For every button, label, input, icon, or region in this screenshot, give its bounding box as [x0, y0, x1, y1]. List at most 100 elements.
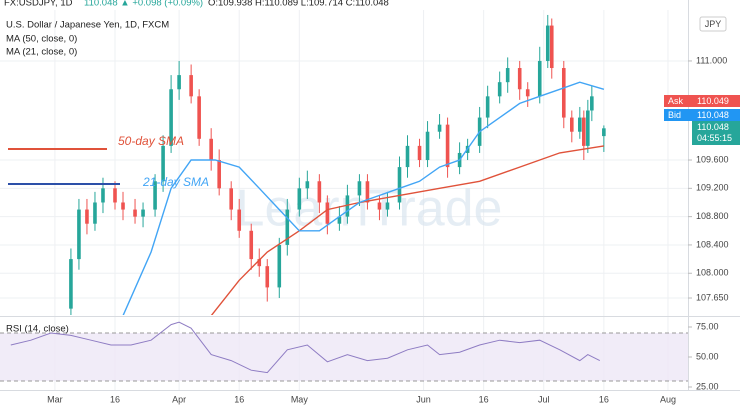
candle-body [237, 209, 242, 231]
candle-body [93, 202, 97, 224]
candle-body [217, 160, 221, 189]
x-tick-label: Aug [660, 394, 676, 404]
candle-body [582, 117, 586, 146]
candle-body [325, 202, 330, 224]
last-box [692, 121, 740, 145]
candle-body [77, 209, 81, 260]
x-tick-label: Mar [47, 394, 63, 404]
candle-body [133, 209, 137, 217]
candle-body [197, 96, 201, 139]
candle-body [345, 195, 350, 217]
y-tick-label: 50.00 [696, 351, 719, 361]
annotation: 21-day SMA [142, 175, 209, 189]
candle-body [337, 216, 342, 224]
candle-body [525, 89, 530, 97]
candle-body [365, 181, 370, 203]
candle-body [285, 209, 290, 245]
rsi-pane [0, 321, 688, 382]
ask-tag [664, 95, 694, 107]
candle-body [602, 128, 606, 137]
candle-body [545, 25, 550, 61]
bid-label: Bid [668, 110, 681, 120]
candle-body [445, 124, 450, 168]
rsi-title: RSI (14, close) [6, 324, 69, 335]
candle-body [249, 230, 254, 260]
bid-box [694, 109, 740, 121]
candle-body [161, 145, 165, 182]
y-tick-label: 25.00 [696, 381, 719, 391]
moving-average [122, 81, 605, 315]
currency: JPY [705, 19, 722, 29]
candle-body [569, 117, 574, 132]
x-tick-label: 16 [110, 394, 120, 404]
x-tick-label: Jul [538, 394, 550, 404]
candle-body [405, 145, 410, 168]
chart-title: U.S. Dollar / Japanese Yen, 1D, FXCM [6, 20, 169, 31]
y-tick-label: 109.600 [696, 154, 729, 164]
candle-body [257, 259, 262, 267]
ask-box [694, 95, 740, 107]
candle-body [169, 89, 173, 146]
candle-body [385, 202, 390, 210]
candle-body [417, 145, 422, 161]
x-tick-label: 16 [599, 394, 609, 404]
change: 110.048 ▲ +0.098 (+0.09%) [84, 0, 203, 9]
y-tick-label: 108.800 [696, 211, 729, 221]
candle-body [113, 188, 117, 203]
y-tick-label: 108.000 [696, 268, 729, 278]
ask-label: Ask [668, 96, 684, 106]
candle-body [229, 188, 234, 210]
candle-body [578, 117, 582, 132]
candle-body [265, 266, 270, 288]
candle-body [586, 110, 590, 146]
y-tick-label: 75.00 [696, 321, 719, 331]
candle-body [277, 244, 282, 288]
candle-body [377, 202, 382, 210]
candle-body [561, 68, 566, 118]
y-tick-label: 108.400 [696, 239, 729, 249]
x-tick-label: May [291, 394, 309, 404]
legend-entry: MA (21, close, 0) [6, 47, 77, 58]
annotation: 50-day SMA [118, 134, 184, 148]
currency-box [699, 16, 727, 32]
countdown: 04:55:15 [697, 133, 732, 143]
x-tick-label: 16 [234, 394, 244, 404]
bid-tag [664, 109, 694, 121]
candle-body [425, 131, 430, 161]
x-tick-label: Jun [416, 394, 431, 404]
candle-body [497, 82, 502, 97]
candle-body [317, 181, 322, 203]
candle-body [305, 181, 310, 189]
candle-body [397, 167, 402, 203]
candle-body [85, 209, 89, 224]
y-tick-label: 109.200 [696, 183, 729, 193]
rsi-line [10, 321, 601, 374]
price-pane [69, 14, 606, 315]
last-value: 110.048 [697, 122, 729, 132]
ohlc: O:109.938 H:110.089 L:109.714 C:110.048 [208, 0, 389, 9]
ask-value: 110.049 [697, 96, 729, 106]
x-tick-label: Apr [172, 394, 186, 404]
candle-body [505, 68, 510, 83]
moving-average [210, 145, 605, 315]
candle-body [549, 25, 554, 69]
candle-body [121, 202, 125, 210]
x-tick-label: 16 [479, 394, 489, 404]
candle-body [141, 209, 145, 217]
candle-body [485, 96, 490, 118]
candle-body [590, 96, 594, 111]
candle-body [189, 75, 193, 97]
symbol: FX:USDJPY, 1D [4, 0, 73, 9]
candle-body [357, 181, 362, 196]
candle-body [517, 68, 522, 90]
candle-body [437, 124, 442, 132]
candle-body [537, 60, 542, 97]
y-tick-label: 111.000 [696, 55, 727, 65]
candle-body [209, 138, 213, 161]
candle-body [177, 75, 181, 90]
bid-value: 110.048 [697, 110, 729, 120]
candle-body [101, 188, 105, 203]
legend-entry: MA (50, close, 0) [6, 34, 77, 45]
candle-body [297, 188, 302, 210]
